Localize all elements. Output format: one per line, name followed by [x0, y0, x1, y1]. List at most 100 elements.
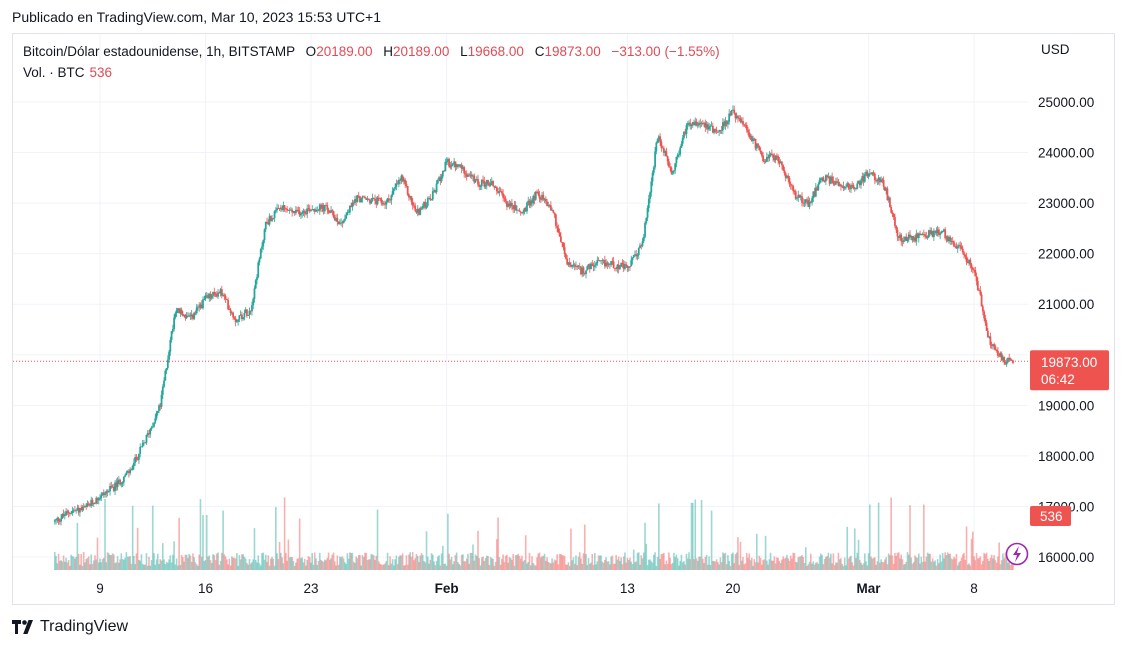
volume-bar — [884, 559, 886, 570]
volume-bar — [606, 561, 609, 570]
volume-bar — [222, 510, 224, 570]
volume-bar — [465, 558, 468, 570]
candle-body — [57, 517, 60, 522]
candle-body — [548, 205, 551, 206]
candle-body — [733, 109, 736, 114]
candle-body — [323, 205, 326, 212]
candle-body — [600, 260, 602, 262]
volume-bar — [571, 560, 573, 570]
volume-bar — [325, 560, 327, 570]
candle-body — [338, 222, 341, 225]
candle-body — [691, 122, 694, 125]
candle-body — [948, 237, 950, 242]
candle-body — [307, 208, 310, 210]
volume-bar — [184, 554, 187, 570]
volume-bar — [463, 561, 465, 570]
volume-bar — [802, 556, 805, 570]
volume-bar — [282, 563, 285, 570]
volume-bar — [405, 555, 408, 570]
close-value: 19873.00 — [544, 44, 601, 59]
volume-bar — [572, 557, 575, 570]
candle-body — [209, 293, 212, 299]
candle-body — [80, 508, 83, 510]
candle-body — [806, 199, 808, 201]
volume-bar — [577, 556, 580, 570]
candle-body — [588, 264, 591, 269]
candle-body — [557, 227, 560, 233]
candle-body — [622, 264, 625, 269]
candle-body — [899, 234, 901, 238]
volume-bar — [789, 555, 792, 570]
volume-bar — [458, 563, 460, 570]
volume-bar — [439, 565, 442, 570]
candle-body — [248, 310, 251, 316]
candle-body — [268, 216, 271, 225]
volume-bar — [167, 562, 169, 570]
volume-bar — [462, 554, 464, 570]
volume-bar — [625, 562, 627, 570]
volume-bar — [693, 559, 695, 570]
volume-bar — [452, 564, 454, 570]
candle-body — [649, 192, 651, 199]
candle-body — [134, 457, 137, 463]
candle-body — [710, 125, 713, 127]
candle-body — [845, 186, 847, 188]
candle-body — [986, 330, 989, 338]
candle-body — [608, 263, 611, 265]
volume-bar — [637, 552, 640, 570]
candle-body — [994, 346, 997, 350]
candle-body — [749, 136, 752, 138]
lightning-icon[interactable] — [1005, 542, 1029, 566]
volume-bar — [946, 552, 949, 570]
volume-bar — [71, 556, 74, 570]
candle-body — [686, 123, 689, 126]
volume-bar — [630, 561, 633, 570]
volume-bar — [121, 559, 124, 570]
volume-bar — [556, 554, 558, 570]
candle-body — [163, 380, 165, 387]
candle-body — [178, 308, 181, 314]
candle-body — [727, 121, 729, 125]
candle-body — [218, 292, 221, 294]
volume-bar — [223, 554, 226, 570]
volume-bar — [820, 553, 822, 570]
volume-bar — [686, 558, 689, 570]
volume-bar — [768, 559, 771, 570]
volume-bar — [113, 554, 115, 570]
candle-body — [532, 195, 535, 204]
candle-body — [610, 261, 613, 265]
candle-body — [262, 240, 265, 247]
candle-body — [271, 218, 273, 221]
volume-bar — [377, 561, 380, 570]
volume-bar — [261, 553, 263, 570]
volume-bar — [970, 538, 973, 570]
candle-body — [272, 218, 275, 220]
close-label: C — [534, 44, 545, 59]
candle-body — [936, 229, 939, 234]
candle-body — [754, 138, 757, 149]
candle-body — [566, 258, 569, 265]
volume-bar — [742, 556, 744, 570]
candle-body — [718, 130, 721, 132]
candle-body — [797, 194, 800, 198]
candle-body — [598, 260, 601, 262]
candle-body — [405, 184, 408, 187]
volume-bar — [818, 556, 821, 570]
open-label: O — [305, 44, 317, 59]
volume-bar — [781, 559, 783, 570]
volume-bar — [95, 559, 98, 570]
volume-bar — [901, 559, 904, 570]
tradingview-logo[interactable]: TradingView — [12, 618, 128, 636]
candle-body — [150, 427, 153, 430]
candle-body — [612, 261, 615, 268]
candle-body — [185, 315, 188, 319]
volume-bar — [655, 565, 658, 570]
volume-bar — [174, 564, 177, 570]
volume-bar — [813, 564, 816, 570]
volume-bar — [172, 554, 174, 570]
candle-body — [652, 167, 655, 173]
volume-bar — [650, 561, 653, 570]
volume-bar — [511, 559, 513, 570]
volume-bar — [72, 556, 75, 570]
